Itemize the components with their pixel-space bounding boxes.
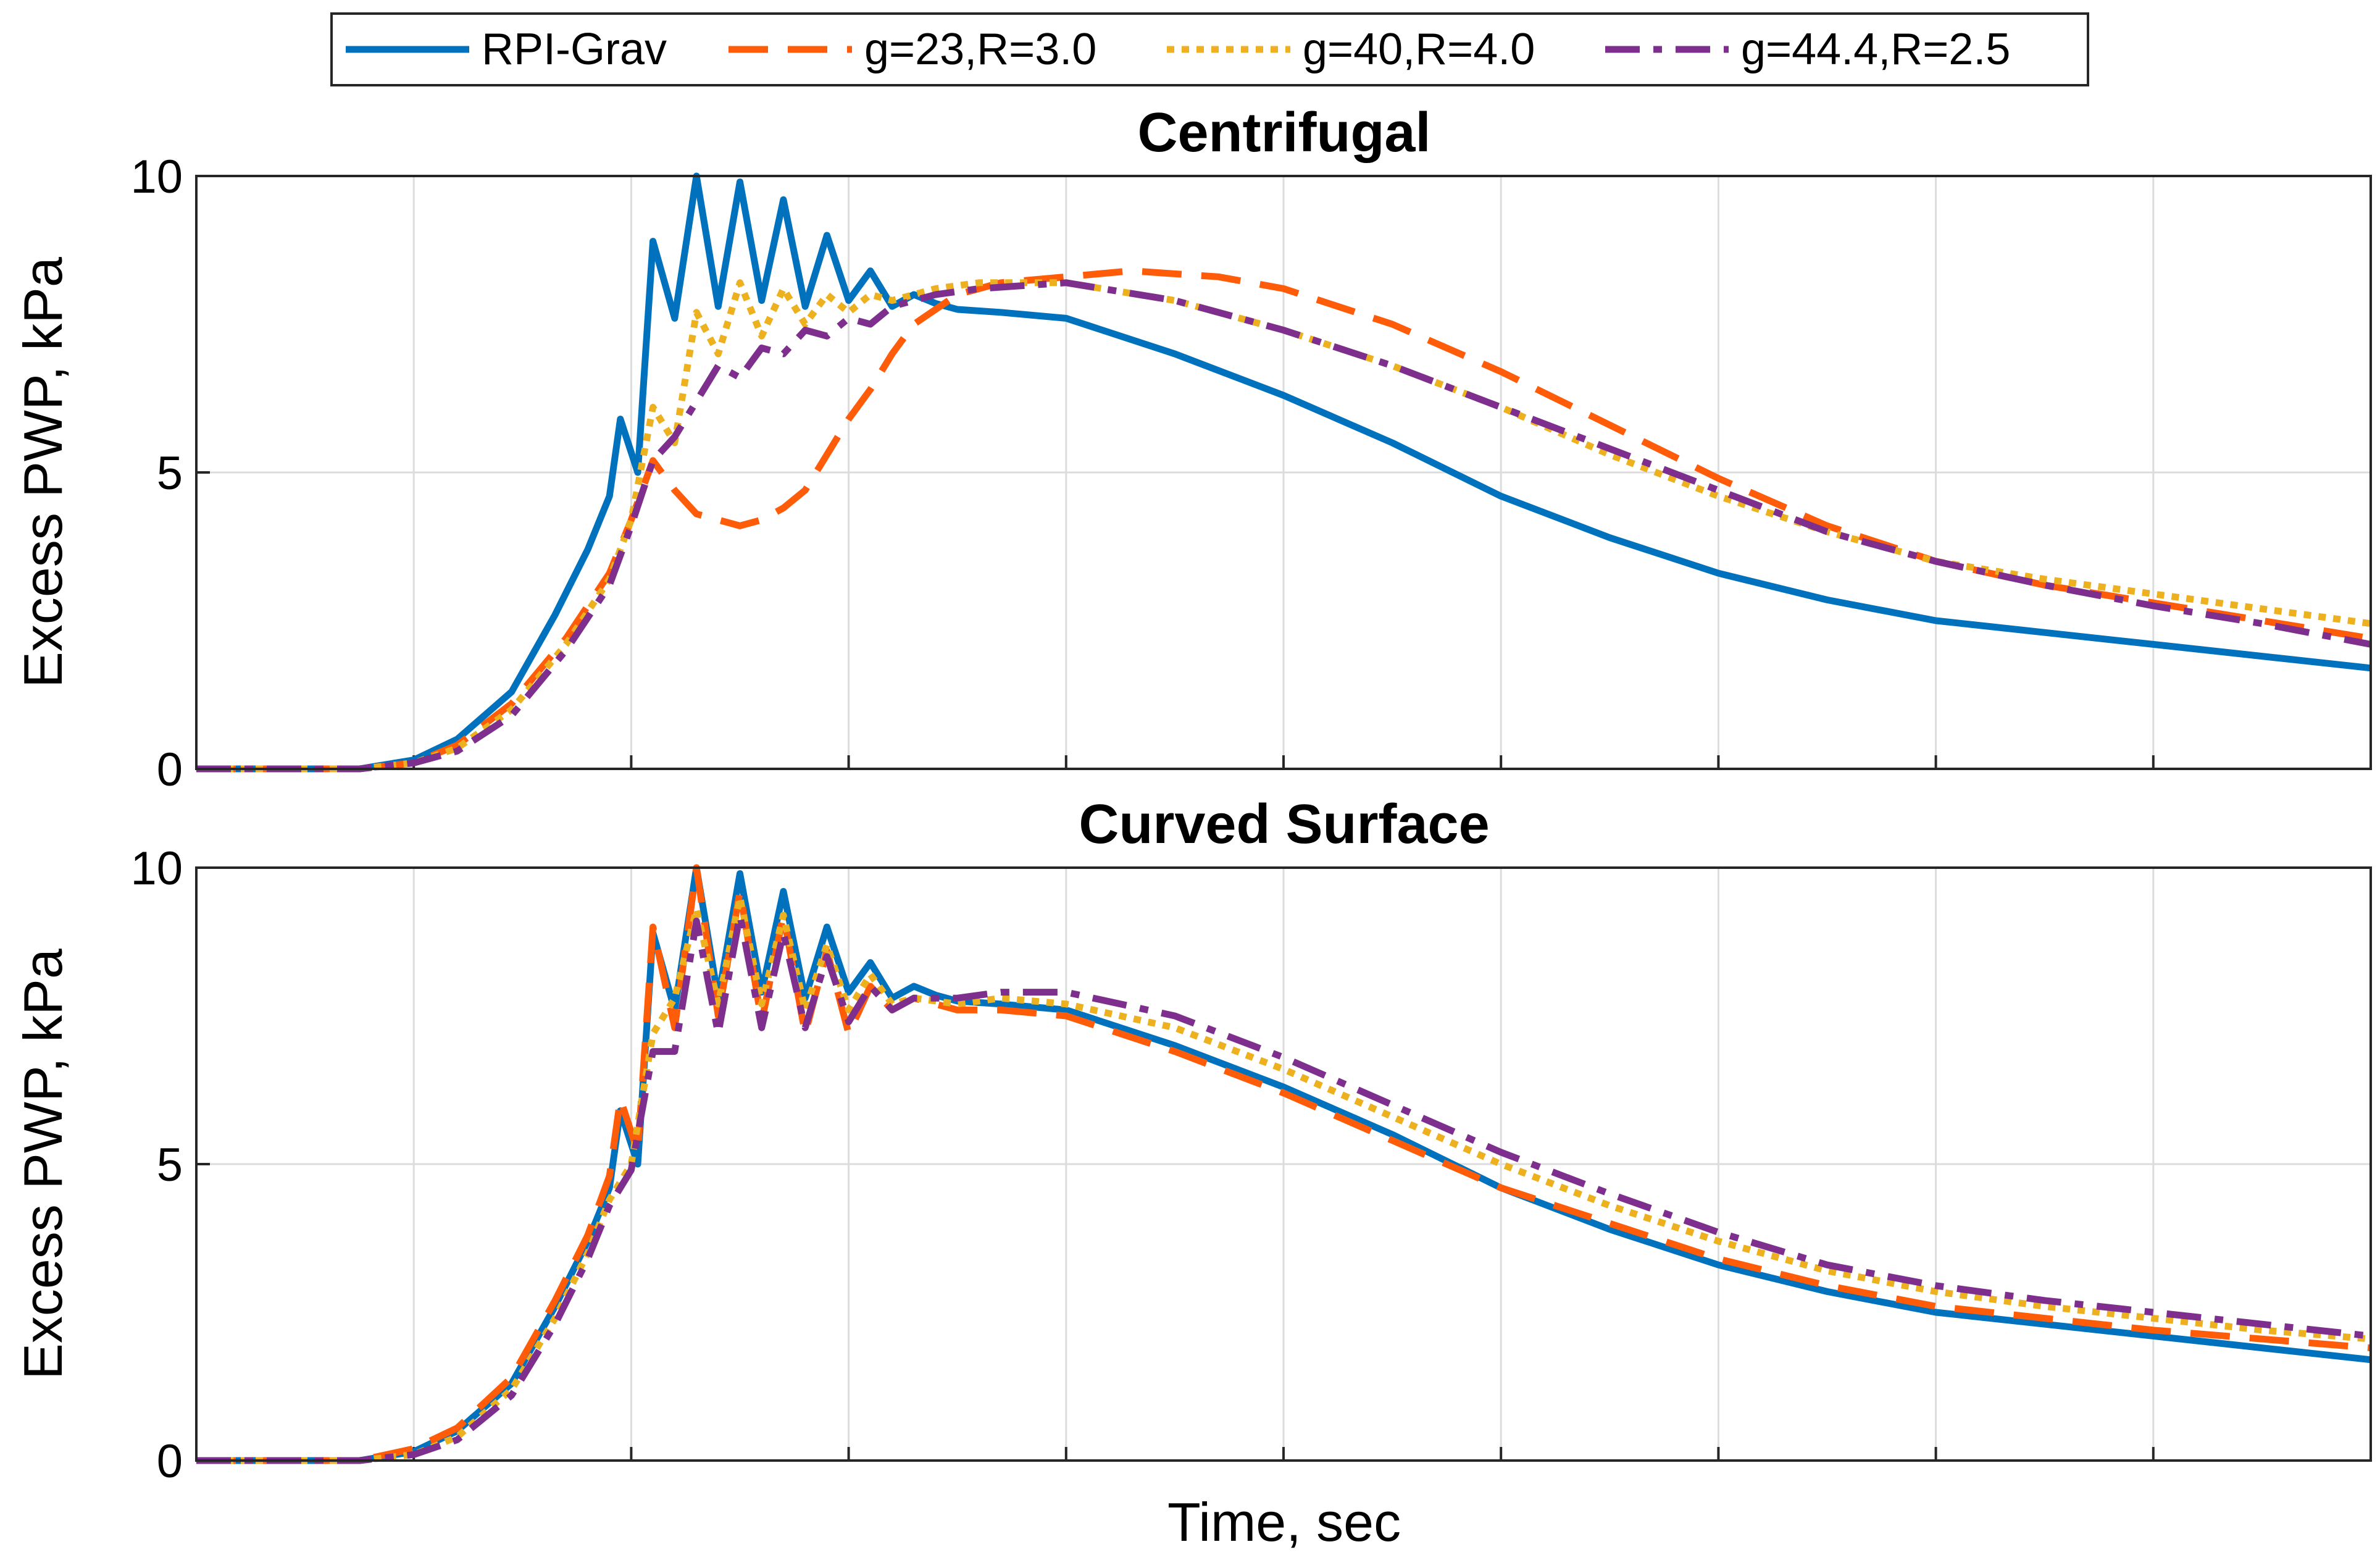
- curved-surface-series-g-44-4-r-2-5: [196, 912, 2371, 1464]
- panel-curved-surface-series: [196, 864, 2371, 1464]
- legend-item-g40-r4: g=40,R=4.0: [1167, 25, 1535, 74]
- curved-surface-series-g-23-r-3-0: [196, 864, 2371, 1464]
- legend-label-g40-r4: g=40,R=4.0: [1303, 25, 1535, 74]
- panel-centrifugal-frame: [195, 175, 2372, 770]
- centrifugal-y-tick-label: 10: [130, 151, 183, 203]
- legend-label-rpi-grav: RPI-Grav: [482, 25, 667, 74]
- legend-item-g23-r3: g=23,R=3.0: [729, 25, 1096, 74]
- panel-centrifugal-title: Centrifugal: [1137, 102, 1430, 164]
- curved-surface-series-rpi-grav: [196, 864, 2371, 1464]
- centrifugal-y-tick-label: 5: [157, 447, 183, 500]
- legend-item-g44-r25: g=44.4,R=2.5: [1605, 25, 2010, 74]
- centrifugal-series-g-40-r-4-0: [196, 279, 2371, 773]
- legend-label-g44-r25: g=44.4,R=2.5: [1741, 25, 2010, 74]
- x-axis-label: Time, sec: [1167, 1491, 1401, 1553]
- panel-curved-surface: Curved Surface Excess PWP, kPa 0 5 10 Time…: [12, 794, 2372, 1553]
- legend-box: [330, 12, 2089, 86]
- panel-centrifugal-ylabel: Excess PWP, kPa: [12, 257, 73, 688]
- panel-centrifugal-grid: [196, 176, 2371, 769]
- centrifugal-series-g-23-r-3-0: [196, 267, 2371, 773]
- centrifugal-series-rpi-grav: [196, 172, 2371, 773]
- curved-surface-y-tick-label: 10: [130, 842, 183, 895]
- centrifugal-y-tick-label: 0: [157, 744, 183, 796]
- panel-curved-surface-title: Curved Surface: [1079, 794, 1489, 855]
- legend: RPI-Grav g=23,R=3.0 g=40,R=4.0 g=44.4,R=…: [330, 12, 2089, 86]
- curved-surface-y-tick-label: 5: [157, 1139, 183, 1191]
- panel-centrifugal: Centrifugal Excess PWP, kPa 0 5 10: [12, 102, 2372, 796]
- panel-curved-surface-ticks: 0 5 10: [130, 842, 2155, 1488]
- legend-label-g23-r3: g=23,R=3.0: [864, 25, 1096, 74]
- curved-surface-y-tick-label: 0: [157, 1435, 183, 1488]
- centrifugal-series-g-44-4-r-2-5: [196, 279, 2372, 773]
- panel-curved-surface-frame: [195, 866, 2372, 1462]
- panel-curved-surface-ylabel: Excess PWP, kPa: [12, 949, 73, 1380]
- legend-item-rpi-grav: RPI-Grav: [346, 25, 667, 74]
- panel-curved-surface-grid: [196, 868, 2371, 1461]
- panel-centrifugal-series: [196, 172, 2372, 773]
